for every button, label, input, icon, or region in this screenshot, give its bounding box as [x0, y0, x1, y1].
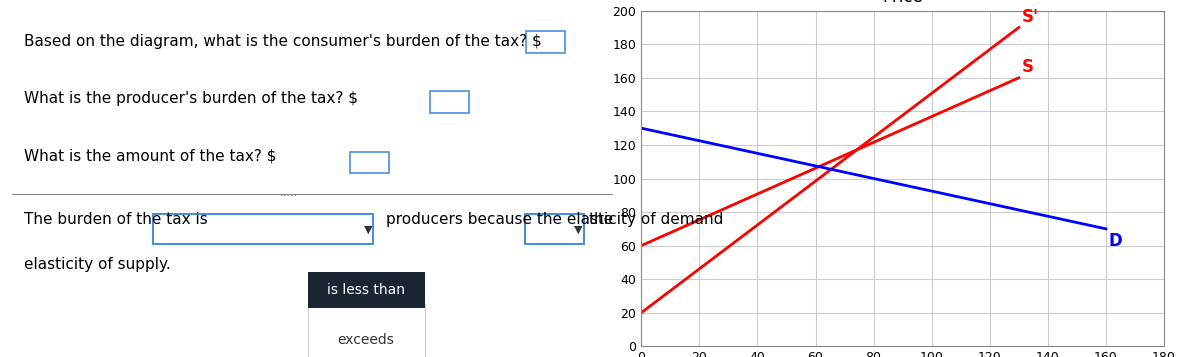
Text: is less than: is less than: [328, 283, 406, 297]
FancyBboxPatch shape: [307, 272, 425, 308]
FancyBboxPatch shape: [154, 215, 373, 244]
FancyBboxPatch shape: [350, 152, 389, 174]
Text: D: D: [1109, 232, 1122, 250]
Text: ▼: ▼: [574, 224, 582, 234]
Text: the: the: [589, 212, 614, 227]
Text: elasticity of supply.: elasticity of supply.: [24, 257, 170, 272]
Text: S': S': [1021, 8, 1039, 26]
FancyBboxPatch shape: [524, 215, 583, 244]
Text: Based on the diagram, what is the consumer's burden of the tax? $: Based on the diagram, what is the consum…: [24, 34, 541, 49]
FancyBboxPatch shape: [430, 91, 469, 113]
Text: producers because the elasticity of demand: producers because the elasticity of dema…: [386, 212, 724, 227]
FancyBboxPatch shape: [307, 304, 425, 357]
Text: S: S: [1021, 58, 1033, 76]
Text: What is the producer's burden of the tax? $: What is the producer's burden of the tax…: [24, 91, 358, 106]
Text: What is the amount of the tax? $: What is the amount of the tax? $: [24, 148, 276, 163]
Text: ▼: ▼: [365, 224, 373, 234]
Text: .....: .....: [280, 187, 298, 197]
Text: exceeds: exceeds: [337, 333, 395, 347]
FancyBboxPatch shape: [526, 31, 565, 53]
Text: The burden of the tax is: The burden of the tax is: [24, 212, 208, 227]
Title: Price: Price: [882, 0, 923, 6]
